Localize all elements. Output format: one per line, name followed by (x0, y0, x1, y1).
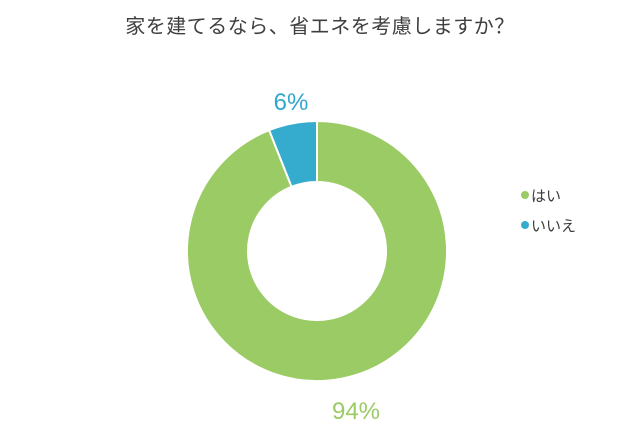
legend-item-no: いいえ (521, 210, 576, 240)
legend-label-no: いいえ (531, 217, 577, 235)
data-label-no: 6% (273, 89, 309, 116)
legend: はい いいえ (521, 180, 576, 240)
data-label-yes: 94% (331, 398, 381, 425)
legend-label-yes: はい (531, 187, 562, 205)
donut-slice-no (268, 120, 318, 188)
chart-title: 家を建てるなら、省エネを考慮しますか？ (125, 16, 515, 38)
legend-item-yes: はい (521, 180, 576, 210)
legend-dot-yes-icon (521, 191, 529, 199)
legend-dot-no-icon (521, 221, 529, 229)
donut-slice-yes (186, 120, 448, 382)
